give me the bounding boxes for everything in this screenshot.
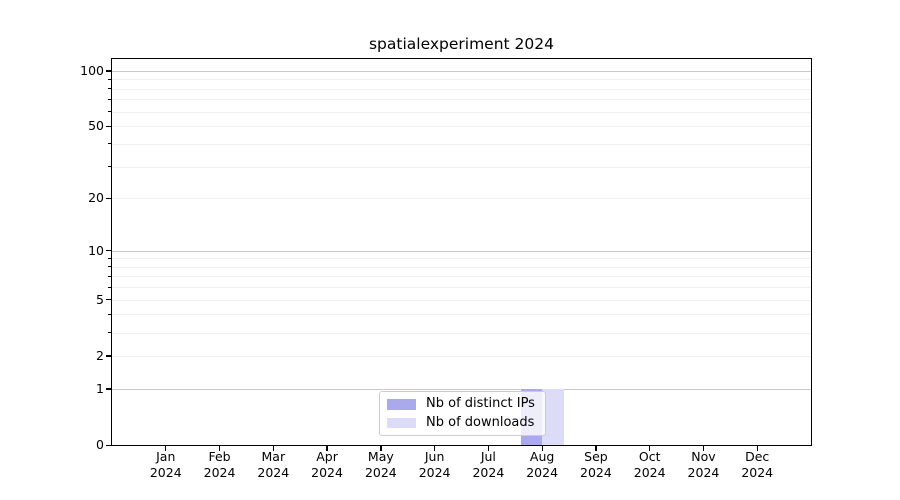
x-tick-label: Apr 2024 bbox=[311, 449, 343, 480]
x-tick-label: Oct 2024 bbox=[633, 449, 666, 480]
plot-border bbox=[110, 58, 812, 446]
x-tick-label: Jun 2024 bbox=[418, 449, 451, 480]
y-gridline-minor bbox=[112, 111, 811, 113]
x-tick bbox=[756, 445, 758, 451]
y-tick-label: 1 bbox=[96, 380, 104, 396]
x-tick bbox=[702, 445, 705, 451]
y-tick bbox=[105, 250, 112, 252]
y-tick-label: 20 bbox=[88, 190, 104, 206]
x-tick bbox=[326, 445, 328, 451]
y-gridline-minor bbox=[112, 276, 811, 278]
legend-label-distinct-ips: Nb of distinct IPs bbox=[426, 396, 535, 412]
y-gridline-minor bbox=[112, 266, 811, 268]
legend-label-downloads: Nb of downloads bbox=[426, 414, 535, 430]
x-tick bbox=[541, 445, 543, 451]
x-tick-label: Nov 2024 bbox=[687, 449, 720, 480]
y-tick-label: 100 bbox=[80, 62, 104, 78]
x-tick bbox=[434, 445, 436, 451]
legend: Nb of distinct IPs Nb of downloads bbox=[379, 391, 546, 436]
y-minor-tick bbox=[108, 257, 112, 259]
y-gridline-minor bbox=[112, 198, 811, 200]
x-tick bbox=[487, 445, 490, 451]
y-gridline-minor bbox=[112, 332, 811, 334]
y-gridline-minor bbox=[112, 258, 811, 260]
y-tick-label: 5 bbox=[96, 291, 104, 307]
y-tick bbox=[105, 125, 112, 127]
x-tick bbox=[380, 445, 382, 451]
y-gridline-minor bbox=[112, 143, 811, 145]
y-minor-tick bbox=[108, 275, 112, 277]
bar-nb-of-downloads-aug bbox=[542, 388, 564, 445]
chart-title: spatialexperiment 2024 bbox=[368, 35, 554, 53]
y-tick bbox=[105, 197, 112, 199]
y-tick-label: 0 bbox=[96, 437, 104, 452]
legend-swatch-downloads-icon bbox=[387, 417, 416, 428]
x-tick-label: Mar 2024 bbox=[257, 449, 290, 480]
y-tick bbox=[105, 444, 112, 446]
y-gridline-minor bbox=[112, 355, 811, 357]
y-minor-tick bbox=[108, 266, 112, 268]
y-minor-tick bbox=[108, 98, 112, 100]
y-gridline-minor bbox=[112, 299, 811, 301]
plot-area bbox=[112, 60, 811, 446]
y-gridline-minor bbox=[112, 88, 811, 90]
y-minor-tick bbox=[108, 313, 112, 315]
y-gridline-major bbox=[112, 70, 811, 72]
y-minor-tick bbox=[108, 332, 112, 334]
y-minor-tick bbox=[108, 143, 112, 145]
y-tick-label: 10 bbox=[88, 242, 104, 258]
x-tick-label: Feb 2024 bbox=[203, 449, 236, 480]
x-tick bbox=[165, 445, 167, 451]
x-tick-label: Aug 2024 bbox=[526, 449, 559, 480]
y-gridline-minor bbox=[112, 314, 811, 316]
y-tick-label: 50 bbox=[88, 118, 104, 134]
x-tick-label: Dec 2024 bbox=[741, 449, 774, 480]
x-tick bbox=[649, 445, 651, 451]
y-minor-tick bbox=[108, 111, 112, 113]
y-gridline-major bbox=[112, 388, 811, 390]
y-gridline-minor bbox=[112, 287, 811, 289]
y-gridline-minor bbox=[112, 99, 811, 101]
x-tick bbox=[272, 445, 274, 451]
x-tick-label: Sep 2024 bbox=[580, 449, 612, 480]
y-minor-tick bbox=[108, 88, 112, 90]
x-tick-label: Jul 2024 bbox=[472, 449, 505, 480]
y-gridline-minor bbox=[112, 126, 811, 128]
legend-swatch-distinct-ips-icon bbox=[387, 399, 416, 410]
legend-item-distinct-ips: Nb of distinct IPs bbox=[387, 396, 538, 412]
y-tick bbox=[105, 70, 112, 72]
y-tick bbox=[105, 355, 112, 357]
y-minor-tick bbox=[108, 286, 112, 288]
y-gridline-minor bbox=[112, 166, 811, 168]
x-tick bbox=[595, 445, 597, 451]
y-gridline-minor bbox=[112, 79, 811, 81]
x-tick-label: May 2024 bbox=[364, 449, 397, 480]
legend-item-downloads: Nb of downloads bbox=[387, 415, 538, 431]
y-tick-label: 2 bbox=[96, 347, 104, 363]
y-tick bbox=[105, 299, 112, 301]
y-minor-tick bbox=[108, 78, 112, 80]
y-minor-tick bbox=[108, 166, 112, 167]
x-tick bbox=[218, 445, 221, 451]
y-tick bbox=[105, 388, 112, 390]
x-tick-label: Jan 2024 bbox=[149, 449, 182, 480]
y-gridline-major bbox=[112, 250, 811, 252]
